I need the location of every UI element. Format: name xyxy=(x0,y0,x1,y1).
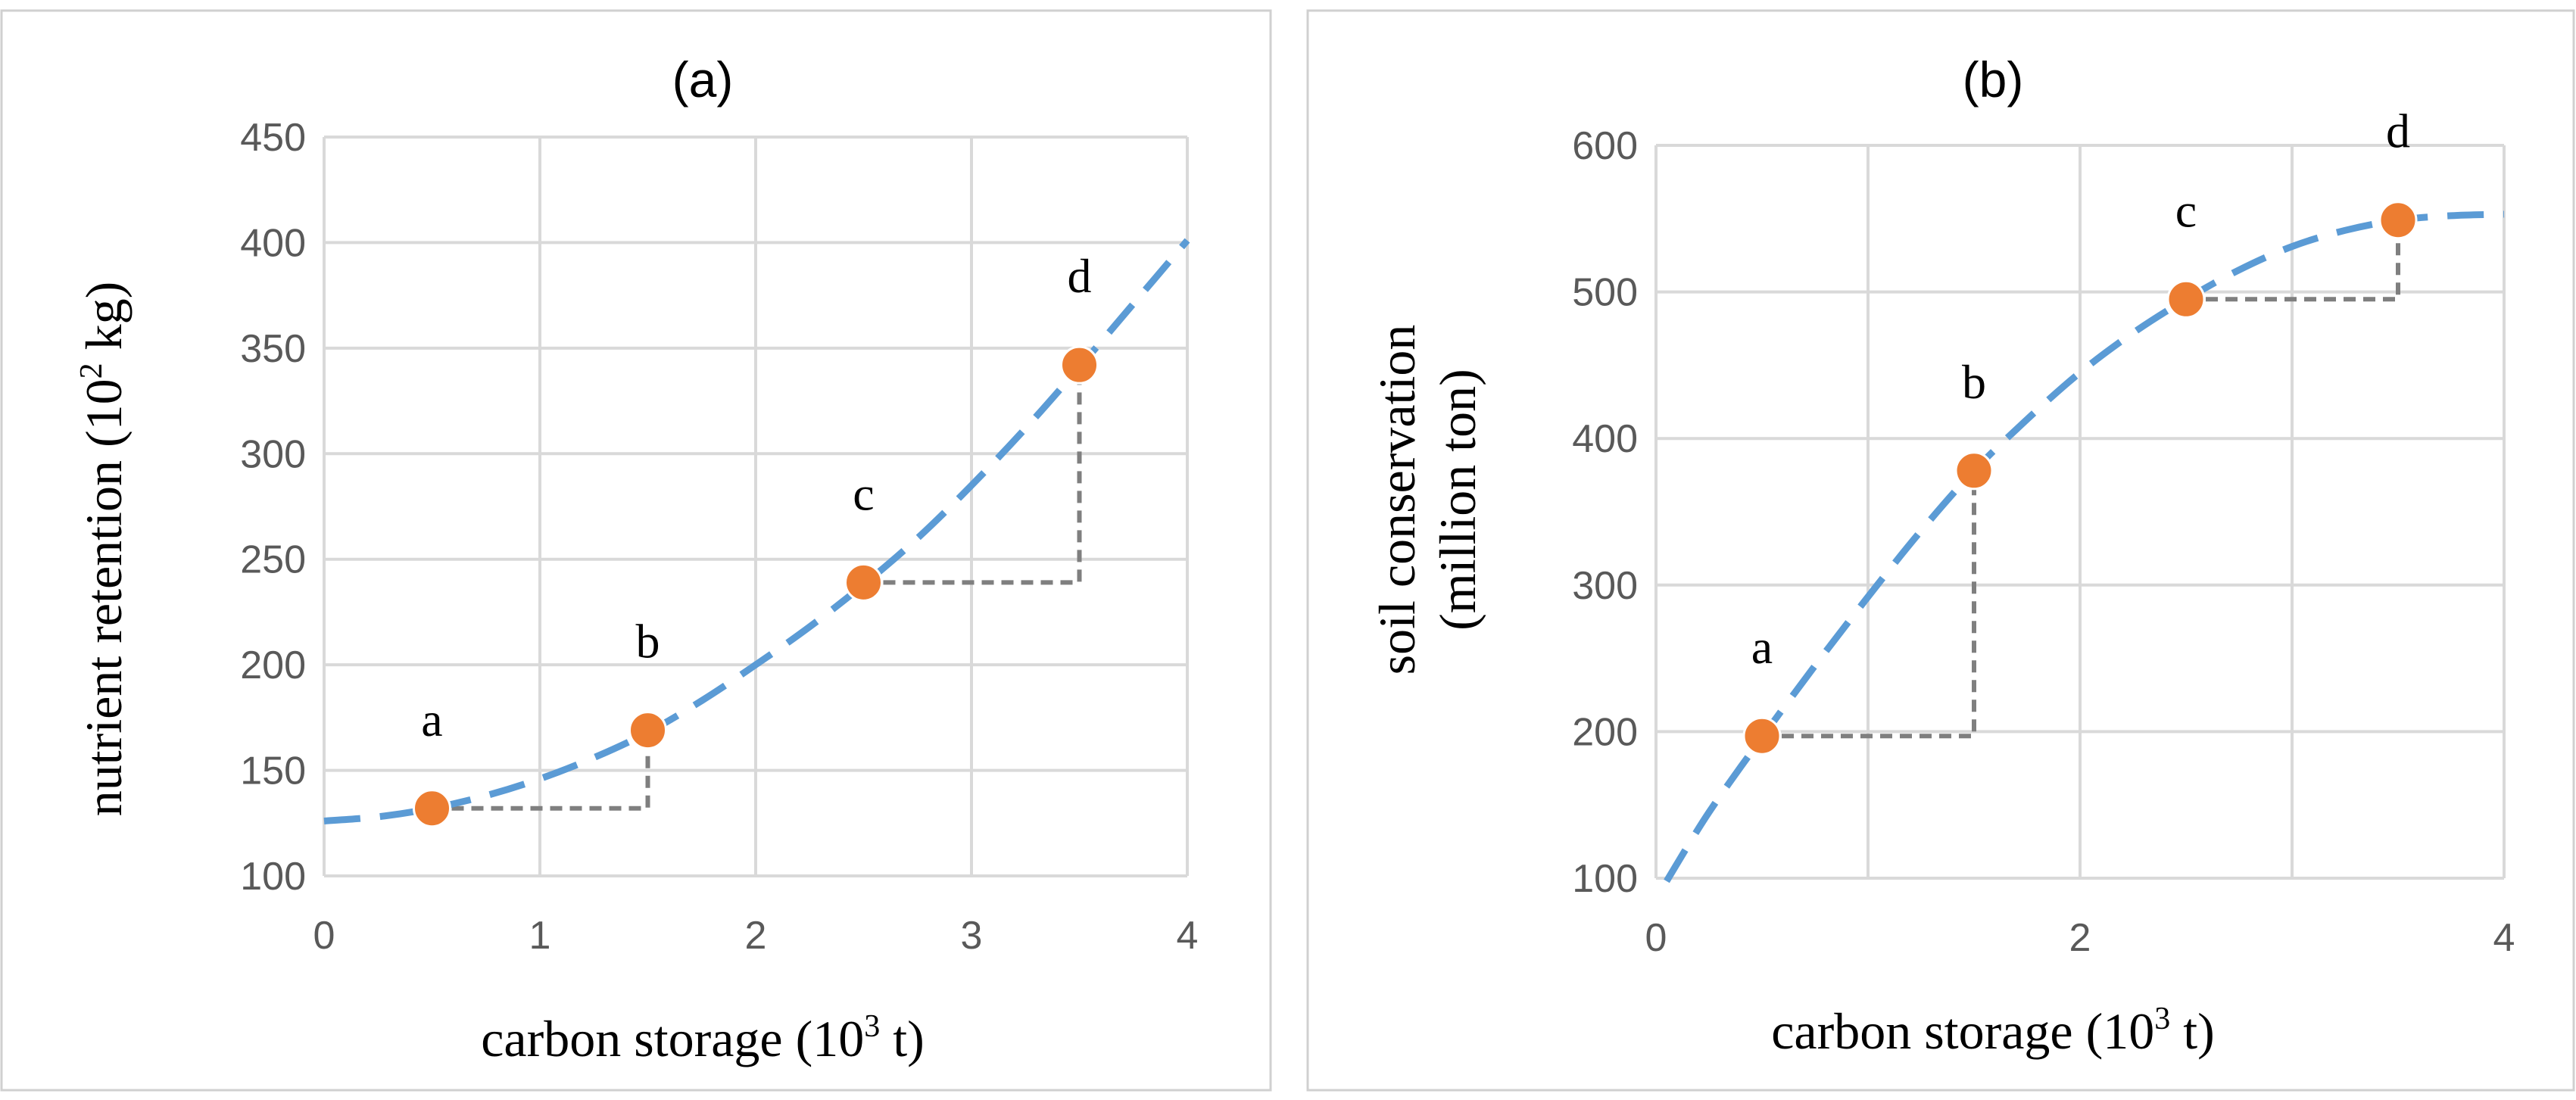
panel-b-points: a b c d xyxy=(1742,104,2418,756)
panel-a-y-tick-label: 250 xyxy=(240,538,306,582)
panel-b-x-tick-label: 4 xyxy=(2493,916,2515,960)
panel-a-y-tick-label: 450 xyxy=(240,116,306,160)
panel-a-x-tick-label: 3 xyxy=(961,914,983,958)
panel-a-point-label-b: b xyxy=(636,615,660,668)
panel-b-point-c xyxy=(2166,279,2206,319)
panel-b-point-label-b: b xyxy=(1962,355,1986,409)
panel-b-helper-lines xyxy=(1762,220,2400,739)
panel-b-step-c-d xyxy=(2186,220,2400,302)
panel-a-point-label-d: d xyxy=(1068,249,1092,303)
panel-b-trend-line xyxy=(1664,210,2505,883)
panel-a-x-tick-label: 1 xyxy=(529,914,551,958)
panel-b-x-tick-label: 0 xyxy=(1645,916,1667,960)
panel-a-frame xyxy=(0,9,1272,1092)
panel-b: a b c d 100 200 300 400 500 600 0 2 4 (b) carbon st… xyxy=(1306,9,2575,1092)
panel-b-point-d xyxy=(2378,201,2418,240)
panel-b-y-tick-label: 300 xyxy=(1572,564,1638,608)
panel-b-point-a xyxy=(1742,716,1782,756)
panel-a-x-axis-label: carbon storage (103 t) xyxy=(481,1009,925,1067)
panel-a-y-tick-label: 400 xyxy=(240,221,306,265)
panel-b-y-axis-label-line1: soil conservation xyxy=(1368,325,1426,675)
panel-a-point-c xyxy=(844,562,883,602)
panel-b-point-label-d: d xyxy=(2386,104,2410,158)
panel-a-point-d xyxy=(1060,345,1099,385)
panel-a-step-c-d xyxy=(863,365,1082,585)
panel-a-step-a-b xyxy=(432,730,650,811)
panel-a-x-tick-label: 4 xyxy=(1177,914,1199,958)
panel-a-helper-lines xyxy=(432,365,1082,811)
panel-b-x-tick-label: 2 xyxy=(2069,916,2091,960)
panel-b-point-label-c: c xyxy=(2175,183,2197,237)
panel-a-ticks: 100 150 200 250 300 350 400 450 0 1 2 3 4 xyxy=(240,116,1198,958)
panel-a-point-b xyxy=(628,711,667,750)
panel-a-y-tick-label: 200 xyxy=(240,643,306,687)
panel-b-grid xyxy=(1654,144,2506,880)
panel-a-point-a xyxy=(413,789,451,828)
panel-a-x-tick-label: 2 xyxy=(745,914,767,958)
panel-a-y-axis-label: nutrient retention (102 kg) xyxy=(74,282,133,817)
panel-a-title: (a) xyxy=(672,51,734,108)
panel-a-points: a b c d xyxy=(413,249,1099,828)
panel-b-y-tick-label: 100 xyxy=(1572,857,1638,901)
panel-b-step-a-b xyxy=(1762,470,1976,739)
panel-b-y-tick-label: 400 xyxy=(1572,417,1638,461)
panel-b-x-axis-label: carbon storage (103 t) xyxy=(1771,1002,2215,1060)
panel-a-point-label-c: c xyxy=(853,466,874,520)
panel-a-y-tick-label: 150 xyxy=(240,749,306,793)
panel-b-y-tick-label: 500 xyxy=(1572,271,1638,315)
panel-a-y-tick-label: 100 xyxy=(240,855,306,899)
panel-b-point-label-a: a xyxy=(1751,620,1773,674)
panel-a: a b c d 100 150 200 250 300 350 400 450 0 1 2 3 4 (a) c… xyxy=(0,9,1272,1092)
panel-a-x-tick-label: 0 xyxy=(313,914,335,958)
panel-a-grid xyxy=(323,136,1189,877)
panel-b-y-tick-label: 600 xyxy=(1572,124,1638,168)
panel-a-y-tick-label: 350 xyxy=(240,327,306,371)
panel-a-trend-line xyxy=(323,238,1190,824)
panel-b-point-b xyxy=(1954,451,1994,491)
panel-b-y-tick-label: 200 xyxy=(1572,710,1638,754)
panel-a-y-tick-label: 300 xyxy=(240,432,306,476)
panel-b-title: (b) xyxy=(1963,51,2024,108)
panel-a-point-label-a: a xyxy=(421,693,442,746)
panel-b-y-axis-label-line2: (million ton) xyxy=(1429,369,1486,631)
panel-b-frame xyxy=(1306,9,2575,1092)
panel-b-ticks: 100 200 300 400 500 600 0 2 4 xyxy=(1572,124,2515,960)
